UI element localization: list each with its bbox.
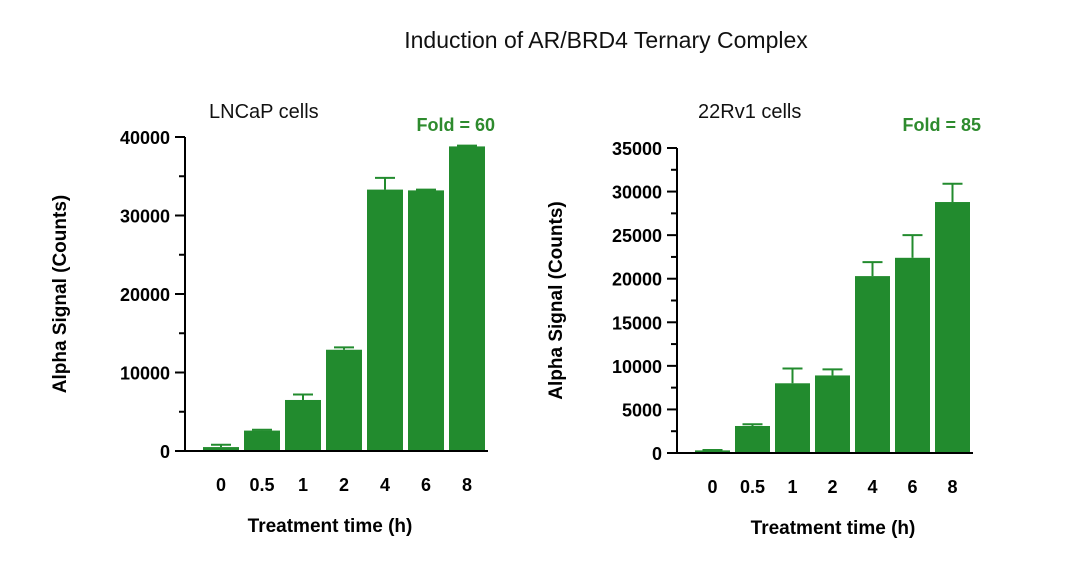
fold-annotation: Fold = 60: [416, 115, 495, 135]
y-tick-label: 0: [160, 442, 170, 462]
bar: [449, 146, 485, 452]
bar: [326, 349, 362, 451]
y-axis-label: Alpha Signal (Counts): [546, 201, 567, 399]
bar: [244, 430, 280, 451]
y-tick-label: 15000: [612, 313, 662, 333]
x-tick-label: 0.5: [740, 477, 765, 497]
y-tick-label: 40000: [120, 128, 170, 148]
x-tick-label: 2: [339, 475, 349, 495]
y-axis-label: Alpha Signal (Counts): [50, 195, 71, 393]
x-tick-label: 8: [947, 477, 957, 497]
y-tick-label: 5000: [622, 400, 662, 420]
y-tick-label: 20000: [120, 285, 170, 305]
y-tick-label: 30000: [120, 207, 170, 227]
x-axis-label: Treatment time (h): [248, 516, 413, 537]
y-tick-label: 20000: [612, 270, 662, 290]
bar: [367, 189, 403, 451]
x-tick-label: 0.5: [249, 475, 274, 495]
x-tick-label: 6: [907, 477, 917, 497]
panel-title: 22Rv1 cells: [698, 101, 801, 123]
x-tick-label: 0: [707, 477, 717, 497]
x-tick-label: 0: [216, 475, 226, 495]
x-tick-label: 8: [462, 475, 472, 495]
bar: [203, 447, 239, 451]
bar: [408, 190, 444, 451]
bar: [935, 202, 970, 453]
bar: [895, 257, 930, 453]
x-tick-label: 1: [298, 475, 308, 495]
x-axis-label: Treatment time (h): [751, 518, 916, 539]
bar: [285, 399, 321, 451]
y-tick-label: 25000: [612, 226, 662, 246]
x-tick-label: 6: [421, 475, 431, 495]
bar: [775, 383, 810, 453]
x-tick-label: 4: [867, 477, 877, 497]
figure-title: Induction of AR/BRD4 Ternary Complex: [404, 27, 808, 53]
x-tick-label: 4: [380, 475, 390, 495]
y-tick-label: 10000: [612, 357, 662, 377]
panel-title: LNCaP cells: [209, 101, 319, 123]
chart-22rv1: 22Rv1 cells Fold = 85 0 0.5 1 2 4 6 8 0 5000 10000 1…: [546, 101, 981, 539]
bar: [855, 276, 890, 453]
bar: [695, 450, 730, 453]
bar: [735, 425, 770, 453]
x-tick-label: 2: [827, 477, 837, 497]
y-tick-label: 10000: [120, 364, 170, 384]
y-tick-label: 0: [652, 444, 662, 464]
y-tick-label: 30000: [612, 183, 662, 203]
fold-annotation: Fold = 85: [902, 115, 981, 135]
x-tick-label: 1: [787, 477, 797, 497]
y-tick-label: 35000: [612, 139, 662, 159]
chart-lncap: LNCaP cells Fold = 60 0 0.5 1 2 4 6 8 0 10000 20000…: [50, 101, 495, 537]
bar: [815, 375, 850, 453]
